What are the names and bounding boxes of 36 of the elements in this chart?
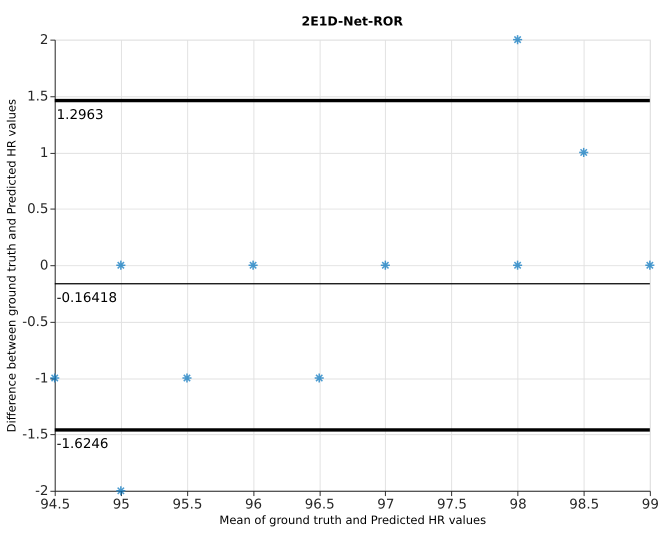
- point: [182, 372, 192, 384]
- point: [644, 260, 656, 271]
- x-tick-label: 99: [642, 498, 659, 513]
- x-tick-label: 94.5: [40, 498, 70, 513]
- x-axis-title: Mean of ground truth and Predicted HR values: [219, 512, 486, 527]
- annotation: 1.2963: [56, 108, 104, 123]
- point: [380, 260, 391, 271]
- y-axis-title: Difference between ground truth and Predicted HR values: [4, 99, 19, 432]
- point: [49, 372, 60, 384]
- y-tick-label: -0.5: [22, 314, 48, 330]
- x-tick-label: 95: [112, 498, 130, 513]
- y-tick-label: 0.5: [27, 202, 48, 218]
- y-tick-label: -2: [35, 484, 48, 500]
- point: [116, 260, 126, 271]
- point: [512, 34, 523, 45]
- x-tick-label: 97.5: [437, 498, 467, 513]
- x-tick-label: 95.5: [172, 498, 202, 513]
- x-tick-label: 96.5: [304, 498, 335, 513]
- y-tick-label: -1: [35, 371, 48, 386]
- point: [578, 147, 590, 158]
- ref-line-label: -0.16418: [56, 290, 117, 306]
- x-tick-label: 98.5: [569, 498, 600, 513]
- x-tick-label: 97: [377, 498, 394, 513]
- chart-title: 2E1D-Net-ROR: [302, 13, 404, 28]
- point: [512, 260, 523, 271]
- x-tick-label: 98: [510, 498, 527, 513]
- annotation: -1.6246: [56, 437, 108, 452]
- point: [116, 485, 126, 496]
- y-tick-label: 1.5: [27, 89, 48, 104]
- y-tick-label: 1: [40, 146, 48, 161]
- point: [248, 260, 258, 271]
- y-tick-label: 2: [40, 32, 48, 48]
- x-tick-label: 96: [245, 498, 262, 513]
- y-tick-label: -1.5: [22, 428, 48, 443]
- y-tick-label: 0: [40, 258, 48, 274]
- point: [314, 372, 325, 384]
